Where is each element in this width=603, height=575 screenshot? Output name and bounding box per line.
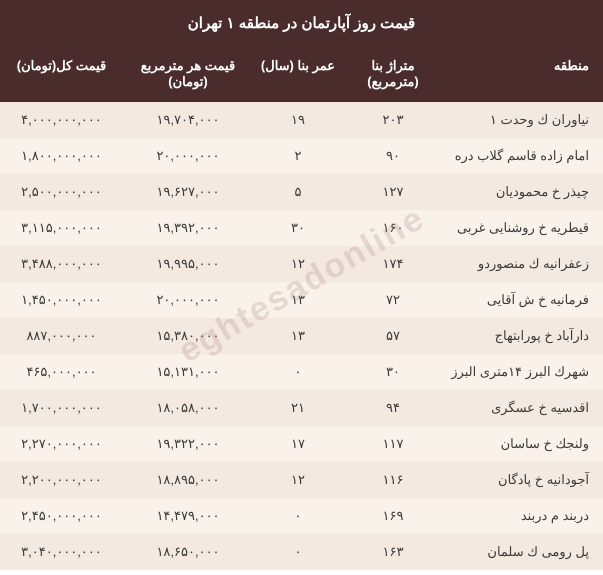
cell-total: ۱,۴۵۰,۰۰۰,۰۰۰ [0,282,123,318]
col-header-ppm: قیمت هر مترمربع (تومان) [123,46,253,102]
cell-area: ۲۰۳ [343,102,443,138]
cell-region: چیذر خ محمودیان [443,174,603,210]
cell-age: ۰ [253,534,343,570]
table-body: نیاوران ك وحدت ۱۲۰۳۱۹۱۹,۷۰۴,۰۰۰۴,۰۰۰,۰۰۰… [0,102,603,570]
cell-ppm: ۲۰,۰۰۰,۰۰۰ [123,138,253,174]
cell-age: ۱۳ [253,318,343,354]
cell-ppm: ۱۹,۳۲۲,۰۰۰ [123,426,253,462]
cell-total: ۱,۷۰۰,۰۰۰,۰۰۰ [0,390,123,426]
cell-total: ۳,۴۸۸,۰۰۰,۰۰۰ [0,246,123,282]
cell-area: ۱۱۷ [343,426,443,462]
cell-region: نیاوران ك وحدت ۱ [443,102,603,138]
table-row: زعفرانیه ك منصوردو۱۷۴۱۲۱۹,۹۹۵,۰۰۰۳,۴۸۸,۰… [0,246,603,282]
cell-region: پل رومی ك سلمان [443,534,603,570]
table-row: فرمانیه خ ش آقایی۷۲۱۳۲۰,۰۰۰,۰۰۰۱,۴۵۰,۰۰۰… [0,282,603,318]
table-row: ولنجك خ ساسان۱۱۷۱۷۱۹,۳۲۲,۰۰۰۲,۲۷۰,۰۰۰,۰۰… [0,426,603,462]
cell-area: ۱۶۳ [343,534,443,570]
table-row: چیذر خ محمودیان۱۲۷۵۱۹,۶۲۷,۰۰۰۲,۵۰۰,۰۰۰,۰… [0,174,603,210]
cell-area: ۹۴ [343,390,443,426]
col-header-region: منطقه [443,46,603,102]
cell-age: ۰ [253,498,343,534]
cell-area: ۱۷۴ [343,246,443,282]
cell-region: شهرك البرز ۱۴متری البرز [443,354,603,390]
cell-area: ۱۱۶ [343,462,443,498]
cell-ppm: ۱۴,۴۷۹,۰۰۰ [123,498,253,534]
table-row: آجودانیه خ پادگان۱۱۶۱۲۱۸,۸۹۵,۰۰۰۲,۲۰۰,۰۰… [0,462,603,498]
cell-total: ۴۶۵,۰۰۰,۰۰۰ [0,354,123,390]
table-row: دارآباد خ پورابتهاج۵۷۱۳۱۵,۳۸۰,۰۰۰۸۸۷,۰۰۰… [0,318,603,354]
cell-ppm: ۱۹,۶۲۷,۰۰۰ [123,174,253,210]
cell-total: ۲,۲۰۰,۰۰۰,۰۰۰ [0,462,123,498]
cell-age: ۳۰ [253,210,343,246]
cell-total: ۲,۴۵۰,۰۰۰,۰۰۰ [0,498,123,534]
cell-total: ۲,۵۰۰,۰۰۰,۰۰۰ [0,174,123,210]
cell-region: فرمانیه خ ش آقایی [443,282,603,318]
cell-age: ۲ [253,138,343,174]
table-row: اقدسیه خ عسگری۹۴۲۱۱۸,۰۵۸,۰۰۰۱,۷۰۰,۰۰۰,۰۰… [0,390,603,426]
table-row: امام زاده قاسم گلاب دره۹۰۲۲۰,۰۰۰,۰۰۰۱,۸۰… [0,138,603,174]
cell-age: ۱۹ [253,102,343,138]
cell-age: ۱۷ [253,426,343,462]
table-row: شهرك البرز ۱۴متری البرز۳۰۰۱۵,۱۳۱,۰۰۰۴۶۵,… [0,354,603,390]
cell-area: ۷۲ [343,282,443,318]
cell-ppm: ۱۹,۹۹۵,۰۰۰ [123,246,253,282]
table-row: نیاوران ك وحدت ۱۲۰۳۱۹۱۹,۷۰۴,۰۰۰۴,۰۰۰,۰۰۰… [0,102,603,138]
cell-ppm: ۱۸,۸۹۵,۰۰۰ [123,462,253,498]
cell-age: ۲۱ [253,390,343,426]
cell-area: ۹۰ [343,138,443,174]
cell-region: قیطریه خ روشنایی غربی [443,210,603,246]
cell-region: اقدسیه خ عسگری [443,390,603,426]
cell-age: ۵ [253,174,343,210]
table-row: پل رومی ك سلمان۱۶۳۰۱۸,۶۵۰,۰۰۰۳,۰۴۰,۰۰۰,۰… [0,534,603,570]
cell-area: ۵۷ [343,318,443,354]
cell-age: ۱۲ [253,246,343,282]
cell-total: ۴,۰۰۰,۰۰۰,۰۰۰ [0,102,123,138]
cell-area: ۱۶۹ [343,498,443,534]
col-header-area: متراژ بنا (مترمربع) [343,46,443,102]
cell-region: دربند م دربند [443,498,603,534]
cell-region: ولنجك خ ساسان [443,426,603,462]
col-header-total: قیمت کل(تومان) [0,46,123,102]
cell-region: زعفرانیه ك منصوردو [443,246,603,282]
cell-ppm: ۱۹,۳۹۲,۰۰۰ [123,210,253,246]
cell-total: ۲,۲۷۰,۰۰۰,۰۰۰ [0,426,123,462]
col-header-age: عمر بنا (سال) [253,46,343,102]
cell-total: ۳,۰۴۰,۰۰۰,۰۰۰ [0,534,123,570]
cell-area: ۳۰ [343,354,443,390]
cell-age: ۰ [253,354,343,390]
table-row: دربند م دربند۱۶۹۰۱۴,۴۷۹,۰۰۰۲,۴۵۰,۰۰۰,۰۰۰ [0,498,603,534]
cell-area: ۱۶۰ [343,210,443,246]
cell-region: آجودانیه خ پادگان [443,462,603,498]
cell-ppm: ۱۸,۶۵۰,۰۰۰ [123,534,253,570]
table-title: قیمت روز آپارتمان در منطقه ۱ تهران [0,0,603,46]
table-row: قیطریه خ روشنایی غربی۱۶۰۳۰۱۹,۳۹۲,۰۰۰۳,۱۱… [0,210,603,246]
cell-ppm: ۱۸,۰۵۸,۰۰۰ [123,390,253,426]
cell-ppm: ۱۹,۷۰۴,۰۰۰ [123,102,253,138]
cell-age: ۱۳ [253,282,343,318]
cell-total: ۱,۸۰۰,۰۰۰,۰۰۰ [0,138,123,174]
cell-area: ۱۲۷ [343,174,443,210]
price-table: قیمت روز آپارتمان در منطقه ۱ تهران منطقه… [0,0,603,570]
cell-ppm: ۱۵,۳۸۰,۰۰۰ [123,318,253,354]
cell-ppm: ۲۰,۰۰۰,۰۰۰ [123,282,253,318]
cell-region: دارآباد خ پورابتهاج [443,318,603,354]
cell-total: ۳,۱۱۵,۰۰۰,۰۰۰ [0,210,123,246]
table-header: منطقه متراژ بنا (مترمربع) عمر بنا (سال) … [0,46,603,102]
cell-total: ۸۸۷,۰۰۰,۰۰۰ [0,318,123,354]
cell-ppm: ۱۵,۱۳۱,۰۰۰ [123,354,253,390]
cell-age: ۱۲ [253,462,343,498]
cell-region: امام زاده قاسم گلاب دره [443,138,603,174]
